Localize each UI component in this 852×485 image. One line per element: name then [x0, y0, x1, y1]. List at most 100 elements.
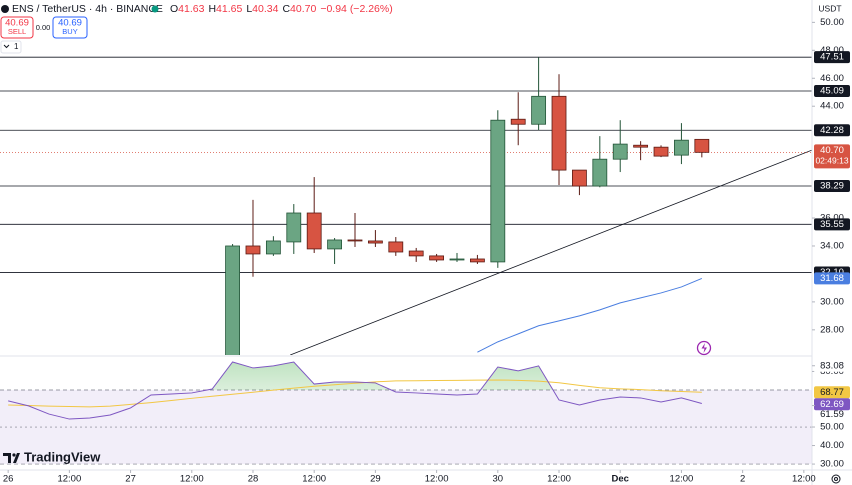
y-tick-label: 30.00: [820, 296, 844, 307]
level-label: 47.51: [820, 52, 844, 63]
ohlc-key: O: [170, 3, 178, 15]
market-status: [151, 5, 159, 13]
level-label: 38.29: [820, 181, 844, 192]
candle-body: [612, 143, 628, 160]
level-tag: [814, 218, 850, 231]
indicator-count: 1: [14, 42, 19, 51]
x-tick-label: 12:00: [57, 474, 81, 485]
candle-body: [265, 240, 281, 255]
level-tag: [814, 180, 850, 193]
level-label: 45.09: [820, 86, 844, 97]
moving-average: [477, 277, 703, 353]
x-tick-label: 12:00: [425, 474, 449, 485]
sell-label: SELL: [8, 27, 26, 36]
y-tick-label: 50.00: [820, 422, 844, 433]
candle-body: [347, 239, 363, 242]
upper-label: 83.08: [820, 360, 844, 371]
y-tick-label: 34.00: [820, 240, 844, 251]
candle-body: [674, 139, 689, 156]
x-tick-label: 2: [740, 474, 745, 485]
level-label: 35.55: [820, 219, 844, 230]
buy-price: 40.69: [58, 18, 82, 29]
symbol-icon: [1, 5, 9, 13]
candle-body: [225, 245, 240, 355]
rsi-pane: [0, 361, 812, 465]
y-tick-label: 36.00: [820, 213, 844, 224]
level-tag: [814, 51, 850, 64]
last-price-tag: [814, 144, 850, 169]
y-tick-label: 30.00: [820, 459, 844, 470]
sell-button[interactable]: [0, 16, 34, 39]
candle-body: [592, 158, 608, 187]
change: −0.94 (−2.26%): [320, 3, 392, 15]
candle-body: [694, 138, 710, 153]
last-price-label: 40.70: [820, 145, 844, 156]
rsi-tag: [814, 398, 850, 411]
level-tag: [814, 124, 850, 137]
y-tick-label: 40.00: [820, 440, 844, 451]
lower-label: 61.59: [820, 409, 844, 420]
overbought-fill: [8, 362, 702, 390]
level-tag: [814, 84, 850, 97]
rsi-line: [8, 361, 702, 420]
x-tick-label: 29: [370, 474, 381, 485]
countdown: 02:49:13: [815, 156, 848, 166]
rsi-line: [8, 379, 702, 408]
ohlc-value: 40.34: [252, 3, 278, 15]
ohlc: O41.63 H41.65 L40.34 C40.70 −0.94 (−2.26%): [170, 3, 393, 15]
y-tick-label: 28.00: [820, 324, 844, 335]
y-tick-label: 48.00: [820, 45, 844, 56]
rsi-tag-label: 68.77: [820, 387, 844, 398]
chevron: [3, 44, 10, 49]
candle-body: [327, 239, 342, 250]
candle-body: [633, 144, 649, 148]
x-tick-label: 27: [125, 474, 136, 485]
y-tick-label: 50.00: [820, 17, 844, 28]
y-tick-label: 44.00: [820, 101, 844, 112]
indicators-toggle[interactable]: [0, 40, 22, 54]
candle-body: [286, 212, 302, 243]
price-pane: [0, 56, 812, 355]
settings-icon[interactable]: [831, 474, 841, 484]
trendline: [290, 149, 812, 355]
ohlc-value: 41.65: [216, 3, 242, 15]
logo-text: TradingView: [24, 449, 101, 464]
ohlc-value: 41.63: [178, 3, 204, 15]
rsi-tag: [814, 386, 850, 399]
symbol: ENS / TetherUS · 4h · BINANCE: [12, 3, 163, 15]
toolbar: ENS / TetherUS · 4h · BINANCE O41.63 H41.…: [0, 3, 842, 54]
x-tick-label: 12:00: [180, 474, 204, 485]
candle-body: [367, 240, 383, 244]
upper-tag-bg: [814, 359, 850, 372]
candle-body: [490, 119, 506, 263]
logo: TradingView: [3, 449, 101, 464]
currency: USDT: [818, 3, 841, 13]
candle-body: [245, 245, 261, 255]
candle-body: [388, 241, 404, 253]
candle-body: [449, 258, 465, 261]
candle-body: [653, 146, 669, 157]
axes: 50.00 48.00 46.00 44.00 36.00 34.00 30.00 28.00…: [3, 17, 850, 485]
candle-body: [306, 212, 322, 250]
rsi-tag-label: 62.69: [820, 399, 844, 410]
x-tick-label: 26: [3, 474, 14, 485]
candle-body: [510, 118, 526, 125]
ma-tag: [814, 272, 850, 285]
ohlc-key: C: [282, 3, 290, 15]
candle-body: [551, 95, 567, 171]
buy-label: BUY: [62, 27, 77, 36]
buy-button[interactable]: [52, 16, 88, 39]
spread: 0.00: [36, 23, 51, 32]
candle-body: [531, 95, 547, 125]
level-label: 42.28: [820, 125, 844, 136]
candle-body: [408, 250, 424, 257]
alert-icon[interactable]: [696, 340, 712, 356]
x-tick-label: 30: [493, 474, 504, 485]
candle-body: [470, 258, 485, 263]
x-tick-label: Dec: [612, 474, 629, 485]
x-tick-label: 12:00: [670, 474, 694, 485]
ohlc-value: 40.70: [290, 3, 316, 15]
ma-label: 31.68: [820, 273, 844, 284]
x-tick-label: 12:00: [792, 474, 816, 485]
